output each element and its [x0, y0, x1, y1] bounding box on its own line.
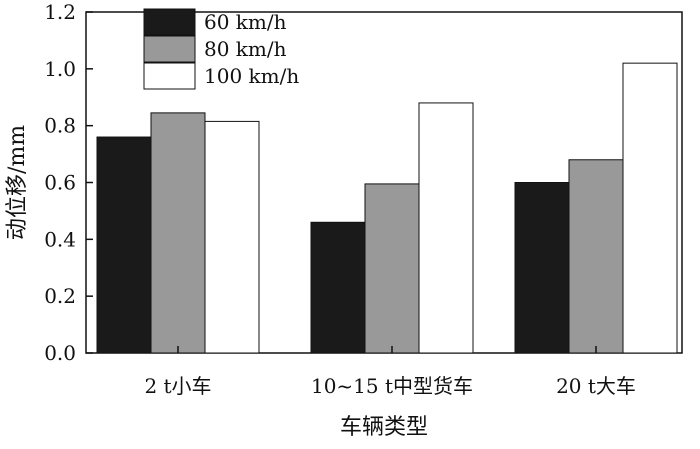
legend-swatch-1 [143, 8, 196, 36]
legend-label-2: 80 km/h [204, 37, 287, 61]
bar-2-series-1 [310, 221, 366, 354]
x-tick-label: 20 t大车 [556, 374, 636, 398]
y-tick-label: 1.0 [44, 57, 76, 81]
x-tick-label: 10~15 t中型货车 [311, 374, 473, 398]
y-tick-label: 0.8 [44, 114, 76, 138]
y-axis-label: 动位移/mm [5, 125, 30, 240]
legend-label-3: 100 km/h [204, 64, 299, 88]
legend-swatch-3 [143, 62, 196, 90]
bar-2-series-3 [418, 102, 474, 354]
y-tick-label: 0.2 [44, 284, 76, 308]
legend: 60 km/h 80 km/h 100 km/h [143, 8, 299, 90]
bar-2-series-2 [364, 183, 420, 354]
bar-3-series-1 [514, 182, 570, 354]
bar-1-series-2 [150, 112, 206, 354]
bar-3-series-2 [568, 159, 624, 354]
y-tick-label: 0.0 [44, 341, 76, 365]
y-axis-ticks: 0.0 0.2 0.4 0.6 0.8 1.0 1.2 [44, 0, 93, 365]
y-tick-label: 1.2 [44, 0, 76, 24]
y-tick-label: 0.4 [44, 227, 76, 251]
bar-3-series-3 [622, 62, 678, 354]
bar-1-series-1 [96, 136, 152, 354]
x-axis-ticks: 2 t小车 10~15 t中型货车 20 t大车 [144, 346, 636, 398]
y-tick-label: 0.6 [44, 171, 76, 195]
legend-swatch-2 [143, 35, 196, 63]
x-axis-label: 车辆类型 [340, 415, 428, 440]
x-tick-label: 2 t小车 [144, 374, 211, 398]
legend-label-1: 60 km/h [204, 10, 287, 34]
bars-group [96, 62, 678, 354]
bar-1-series-3 [204, 120, 260, 354]
